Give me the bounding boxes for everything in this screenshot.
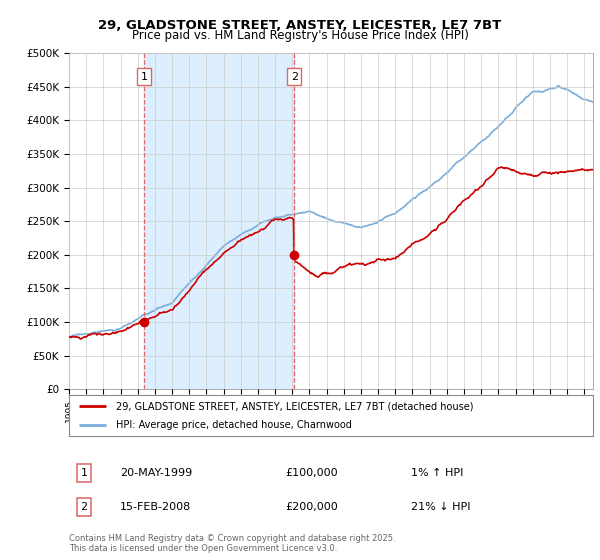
Text: 29, GLADSTONE STREET, ANSTEY, LEICESTER, LE7 7BT (detached house): 29, GLADSTONE STREET, ANSTEY, LEICESTER,… (116, 402, 473, 411)
Text: 2: 2 (80, 502, 88, 512)
Text: 20-MAY-1999: 20-MAY-1999 (120, 468, 192, 478)
Text: £100,000: £100,000 (285, 468, 338, 478)
Bar (144, 53, 295, 389)
Text: 1: 1 (141, 72, 148, 82)
Text: 1: 1 (80, 468, 88, 478)
Text: HPI: Average price, detached house, Charnwood: HPI: Average price, detached house, Char… (116, 420, 352, 430)
Text: 29, GLADSTONE STREET, ANSTEY, LEICESTER, LE7 7BT: 29, GLADSTONE STREET, ANSTEY, LEICESTER,… (98, 19, 502, 32)
Text: 1% ↑ HPI: 1% ↑ HPI (411, 468, 463, 478)
Text: Price paid vs. HM Land Registry's House Price Index (HPI): Price paid vs. HM Land Registry's House … (131, 29, 469, 42)
Text: 21% ↓ HPI: 21% ↓ HPI (411, 502, 470, 512)
Text: 2: 2 (291, 72, 298, 82)
Text: 15-FEB-2008: 15-FEB-2008 (120, 502, 191, 512)
Text: £200,000: £200,000 (285, 502, 338, 512)
Text: Contains HM Land Registry data © Crown copyright and database right 2025.
This d: Contains HM Land Registry data © Crown c… (69, 534, 395, 553)
